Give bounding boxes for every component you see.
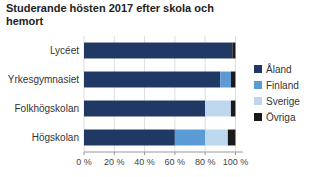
legend-label: Finland [266,80,299,91]
tick-label: 0 % [76,157,92,167]
bar-segment [175,130,205,146]
chart: Studerande hösten 2017 efter skola ochhe… [0,0,320,177]
tick-label: 100 % [223,157,249,167]
legend: Åland Finland Sverige Övriga [254,63,300,123]
title-line: Studerande hösten 2017 efter skola och [6,2,214,14]
bar-segment [205,130,228,146]
chart-container: Studerande hösten 2017 efter skola ochhe… [0,0,320,177]
legend-swatch [254,81,262,89]
bar-segment [228,130,236,146]
bar-segment [231,72,236,88]
tick-label: 80 % [195,157,216,167]
title: Studerande hösten 2017 efter skola ochhe… [6,2,214,27]
x-axis-line [84,152,243,153]
category-label: Högskolan [32,132,79,143]
category-label: Lycéet [50,45,79,56]
legend-swatch [254,97,262,105]
bars [84,43,235,146]
bar-segment [84,101,205,117]
grid [84,36,235,152]
legend-swatch [254,113,262,121]
legend-label: Övriga [266,112,296,123]
legend-label: Sverige [266,96,300,107]
tick-label: 40 % [134,157,155,167]
tick-label: 20 % [104,157,125,167]
bar-segment [84,43,232,59]
bar-segment [84,72,220,88]
title-line: hemort [6,15,44,27]
category-label: Folkhögskolan [15,103,79,114]
tick-label: 60 % [165,157,186,167]
bar-segment [205,101,231,117]
bar-segment [220,72,231,88]
category-label: Yrkesgymnasiet [8,74,79,85]
bar-segment [232,43,235,59]
bar-segment [231,101,236,117]
legend-swatch [254,65,262,73]
legend-label: Åland [266,63,292,75]
bar-segment [84,130,175,146]
